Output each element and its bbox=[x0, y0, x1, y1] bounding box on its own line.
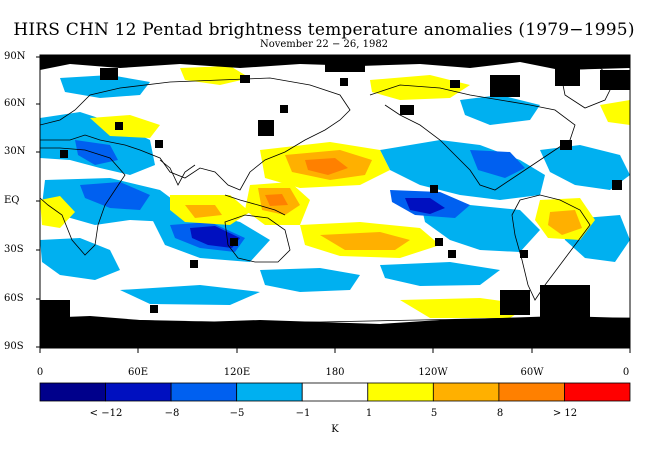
colorbar-label-6: 8 bbox=[496, 408, 504, 419]
coastline-antarctica bbox=[40, 317, 630, 323]
lat-label-30s: 30S bbox=[4, 244, 24, 255]
colorbar-swatch-4 bbox=[301, 382, 369, 402]
lat-label-90n: 90N bbox=[4, 51, 26, 62]
lon-label-0-east: 0 bbox=[622, 367, 630, 378]
lat-label-30n: 30N bbox=[4, 146, 26, 157]
coastline-eurasia bbox=[40, 77, 351, 191]
lat-label-60n: 60N bbox=[4, 98, 26, 109]
colorbar-label-4: 1 bbox=[365, 408, 373, 419]
colorbar-swatch-0 bbox=[39, 382, 106, 402]
colorbar-label-5: 5 bbox=[430, 408, 438, 419]
colorbar-label-0: < −12 bbox=[89, 408, 123, 419]
coastline-south-america bbox=[511, 194, 591, 301]
colorbar-swatch-1 bbox=[105, 382, 172, 402]
colorbar-label-1: −8 bbox=[164, 408, 180, 419]
lon-label-60e: 60E bbox=[127, 367, 149, 378]
colorbar-unit: K bbox=[331, 424, 339, 435]
lat-label-eq: EQ bbox=[4, 195, 20, 206]
colorbar-swatch-3 bbox=[236, 382, 303, 402]
lat-label-90s: 90S bbox=[4, 341, 24, 352]
coastline-australia bbox=[224, 214, 291, 263]
lon-label-60w: 60W bbox=[520, 367, 544, 378]
colorbar-label-7: > 12 bbox=[552, 408, 578, 419]
missing-data bbox=[40, 55, 630, 348]
map-title: HIRS CHN 12 Pentad brightness temperatur… bbox=[13, 20, 635, 40]
colorbar-swatch-6 bbox=[432, 382, 500, 402]
colorbar-swatch-8 bbox=[564, 382, 631, 402]
colorbar-swatch-5 bbox=[367, 382, 434, 402]
lat-label-60s: 60S bbox=[4, 293, 24, 304]
colorbar-swatch-7 bbox=[498, 382, 565, 402]
coastline-indonesia bbox=[224, 194, 286, 216]
anomaly-region-strong-positive bbox=[265, 158, 348, 206]
lon-label-0: 0 bbox=[36, 367, 44, 378]
lon-label-180: 180 bbox=[325, 367, 345, 378]
map-subtitle: November 22 − 26, 1982 bbox=[259, 39, 389, 50]
lon-label-120e: 120E bbox=[223, 367, 251, 378]
coastline-india bbox=[159, 159, 196, 186]
colorbar-swatch-2 bbox=[170, 382, 238, 402]
lat-ticks bbox=[36, 56, 40, 348]
coastline-north-america bbox=[369, 84, 576, 191]
colorbar bbox=[39, 382, 631, 402]
coastlines bbox=[40, 67, 630, 323]
lon-label-120w: 120W bbox=[418, 367, 448, 378]
colorbar-label-2: −5 bbox=[229, 408, 245, 419]
coastline-africa bbox=[40, 147, 126, 256]
coastline-greenland bbox=[559, 67, 616, 109]
lon-ticks bbox=[39, 348, 631, 353]
colorbar-label-3: −1 bbox=[295, 408, 311, 419]
